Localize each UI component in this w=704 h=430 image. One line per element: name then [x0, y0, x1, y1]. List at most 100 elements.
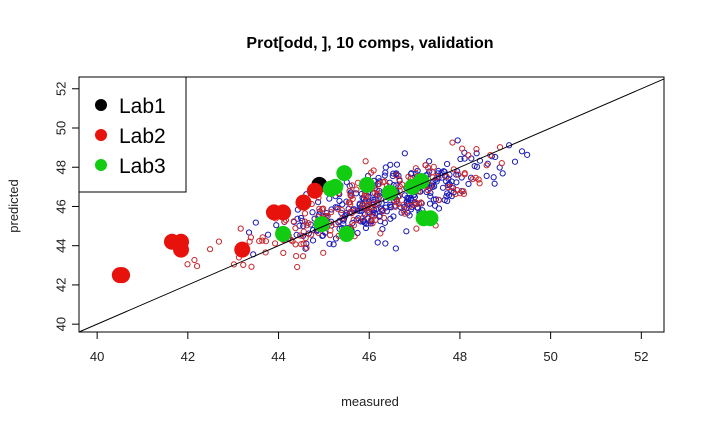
lab-point-lab2: [173, 241, 190, 258]
data-point: [359, 201, 367, 208]
data-point: [457, 155, 464, 163]
data-point: [426, 168, 433, 175]
lab-point-lab2: [234, 241, 251, 258]
data-point: [498, 160, 505, 167]
data-point: [350, 216, 357, 223]
data-point: [290, 218, 297, 225]
data-point: [382, 169, 389, 176]
data-point: [439, 184, 447, 191]
data-point: [483, 162, 490, 169]
data-point: [396, 183, 403, 190]
y-tick-label: 44: [53, 238, 68, 252]
y-axis: 40 42 44 46 48 50 52: [53, 82, 80, 331]
data-point: [499, 170, 506, 177]
data-point: [327, 232, 334, 239]
data-point: [309, 209, 316, 216]
data-point: [320, 249, 327, 256]
data-point: [348, 182, 356, 189]
data-point: [362, 158, 369, 165]
data-point: [273, 222, 280, 229]
x-axis-label: measured: [341, 394, 399, 409]
data-point: [404, 194, 411, 201]
data-point: [339, 215, 346, 222]
data-point: [444, 190, 451, 197]
data-point: [343, 198, 350, 205]
data-point: [381, 219, 388, 226]
data-point: [381, 172, 388, 179]
data-point: [445, 191, 453, 199]
data-point: [374, 239, 381, 246]
data-point: [443, 173, 450, 180]
data-point: [240, 261, 247, 269]
data-point: [459, 145, 466, 152]
x-tick-label: 50: [543, 349, 557, 364]
data-point: [302, 245, 309, 252]
lab-point-lab2: [295, 194, 312, 211]
data-point: [422, 162, 429, 169]
legend-label: Lab3: [119, 155, 166, 178]
lab-point-lab3: [313, 216, 330, 233]
data-point: [375, 174, 382, 182]
chart-title: Prot[odd, ], 10 comps, validation: [246, 35, 493, 52]
data-point: [347, 189, 355, 196]
data-point: [354, 229, 361, 237]
data-point: [435, 196, 443, 204]
data-point: [410, 201, 418, 208]
data-point: [387, 161, 394, 168]
data-point: [403, 228, 410, 235]
data-point: [380, 214, 388, 222]
data-point: [309, 237, 317, 244]
data-point: [483, 172, 490, 179]
x-axis: 40 42 44 46 48 50 52: [90, 331, 649, 364]
data-point: [292, 225, 299, 232]
data-point: [381, 178, 388, 185]
data-point: [431, 202, 439, 209]
data-point: [448, 184, 455, 191]
data-point: [330, 241, 337, 248]
data-point: [429, 169, 436, 176]
data-point: [473, 163, 481, 170]
data-point: [414, 204, 422, 211]
data-point: [193, 263, 201, 270]
data-point: [287, 236, 295, 243]
data-point: [427, 193, 434, 200]
data-point: [370, 167, 377, 174]
legend-marker: [95, 99, 107, 111]
data-point: [373, 187, 380, 194]
data-point: [453, 171, 460, 178]
data-point: [418, 200, 425, 207]
data-point: [445, 184, 452, 191]
data-point: [302, 234, 309, 242]
data-point: [417, 199, 425, 206]
data-point: [316, 205, 323, 212]
data-point: [318, 206, 326, 213]
data-point: [377, 230, 384, 237]
data-point: [406, 203, 413, 210]
data-point: [315, 199, 322, 206]
data-point: [246, 238, 253, 245]
data-point: [280, 249, 287, 256]
data-point: [328, 209, 335, 216]
data-point: [326, 240, 333, 247]
x-tick-label: 52: [634, 349, 648, 364]
data-point: [511, 158, 519, 165]
data-point: [426, 200, 434, 207]
data-point: [191, 256, 198, 264]
lab-point-lab3: [336, 165, 353, 182]
data-point: [405, 173, 412, 180]
data-point: [390, 170, 397, 177]
data-point: [370, 213, 377, 220]
data-point: [393, 161, 401, 168]
legend-marker: [95, 129, 107, 141]
data-point: [248, 263, 255, 270]
data-point: [247, 234, 255, 241]
data-point: [473, 150, 480, 157]
data-point: [360, 214, 367, 221]
lab-point-lab3: [422, 210, 439, 227]
data-point: [426, 158, 433, 165]
data-point: [298, 214, 305, 222]
data-point: [289, 238, 296, 245]
data-point: [332, 221, 339, 228]
data-point: [434, 173, 441, 180]
data-point: [259, 234, 266, 241]
